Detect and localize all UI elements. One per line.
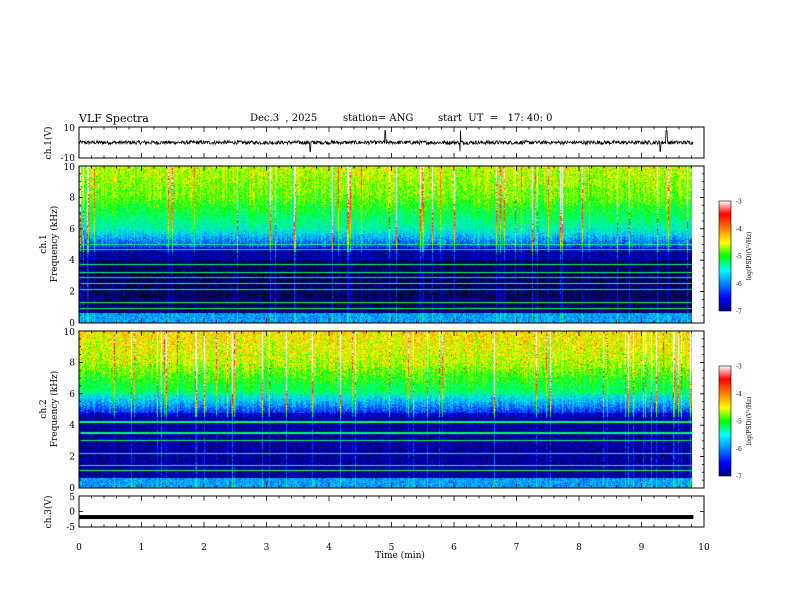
x-tick-label: 2 — [201, 543, 207, 553]
ch1-spectrogram-ytick-label: 0 — [69, 319, 75, 329]
ch1-spectrogram-ytick-label: 8 — [69, 193, 75, 203]
x-tick-label: 10 — [698, 543, 710, 553]
ch3-waveform-ytick-label: 0 — [69, 508, 75, 518]
ch2-spectrogram-panel — [78, 330, 705, 489]
colorbar-ch1-label: log(PSD)(V²/Hz) — [746, 232, 753, 281]
axis-ticks — [78, 126, 705, 528]
ch1-waveform-ytick-label: -10 — [61, 154, 76, 164]
ch2-spectrogram-ytick-label: 8 — [69, 358, 75, 368]
ch1-spectrogram-panel — [78, 165, 705, 324]
colorbar-ch2-tick-label: -5 — [736, 419, 742, 426]
x-tick-label: 0 — [76, 543, 82, 553]
ch1-spectrogram-image — [79, 166, 692, 323]
x-tick-label: 9 — [639, 543, 645, 553]
x-tick-label: 5 — [389, 543, 395, 553]
ch2-spectrogram-ytick-label: 6 — [69, 390, 75, 400]
x-tick-label: 8 — [576, 543, 582, 553]
colorbar-ch2-tick-label: -3 — [736, 364, 742, 371]
ch1-spectrogram-ytick-label: 10 — [64, 163, 76, 173]
ch2-spectrogram-ytick-label: 0 — [69, 484, 75, 494]
colorbar-ch1-tick-label: -4 — [736, 226, 742, 233]
colorbar-ch1: log(PSD)(V²/Hz) — [718, 200, 753, 312]
colorbar-ch1-ramp — [718, 200, 732, 312]
ch2-spectrogram-ytick-label: 4 — [69, 421, 75, 431]
ch2-spec-ylabel-1: ch.2 — [39, 399, 49, 418]
ch3-waveform-ytick-label: 5 — [69, 493, 75, 503]
figure-title: VLF Spectra — [79, 112, 149, 125]
x-tick-label: 3 — [264, 543, 270, 553]
colorbar-ch2-tick-label: -4 — [736, 391, 742, 398]
ch1-spectrogram-ytick-label: 4 — [69, 256, 75, 266]
x-tick-label: 6 — [451, 543, 457, 553]
ch1-spec-ylabel-1: ch.1 — [39, 234, 49, 253]
ch1-spectrogram-ytick-label: 2 — [69, 288, 75, 298]
ch3-waveform-line — [79, 515, 694, 520]
colorbar-ch2: log(PSD)(V²/Hz) — [718, 365, 753, 477]
colorbar-ch2-tick-label: -7 — [736, 474, 742, 481]
ch1-spec-ylabel-2: Frequency (kHz) — [49, 206, 60, 283]
colorbar-ch1-tick-label: -7 — [736, 309, 742, 316]
ch1-spectrogram-ytick-label: 6 — [69, 225, 75, 235]
ch2-spectrogram-ytick-label: 10 — [64, 328, 76, 338]
colorbar-ch1-tick-label: -3 — [736, 199, 742, 206]
x-tick-label: 4 — [326, 543, 332, 553]
colorbar-ch2-tick-label: -6 — [736, 446, 742, 453]
x-tick-label: 1 — [139, 543, 145, 553]
ch3-waveform-ytick-label: -5 — [66, 523, 75, 533]
colorbar-ch2-ramp — [718, 365, 732, 477]
ch2-spectrogram-image — [79, 331, 692, 488]
station-label: station= ANG — [343, 113, 414, 124]
ch2-spectrogram-ytick-label: 2 — [69, 453, 75, 463]
ch3-wave-ylabel: ch.3(V) — [43, 496, 54, 529]
ch1-wave-ylabel: ch.1(V) — [43, 127, 54, 160]
ch1-waveform-line — [78, 130, 694, 152]
colorbar-ch2-label: log(PSD)(V²/Hz) — [746, 397, 753, 446]
x-axis-label: Time (min) — [375, 550, 425, 561]
x-tick-label: 7 — [514, 543, 520, 553]
start-ut-label: start UT = 17: 40: 0 — [438, 113, 553, 124]
colorbar-ticks: -3 -4 -5 -6 -7 -3 -4 -5 -6 -7 — [736, 199, 742, 481]
ch1-waveform-ytick-label: 10 — [64, 124, 76, 134]
colorbar-ch1-tick-label: -6 — [736, 281, 742, 288]
ch2-spec-ylabel-2: Frequency (kHz) — [49, 371, 60, 448]
date-label: Dec.3 , 2025 — [250, 113, 318, 124]
colorbar-ch1-tick-label: -5 — [736, 254, 742, 261]
